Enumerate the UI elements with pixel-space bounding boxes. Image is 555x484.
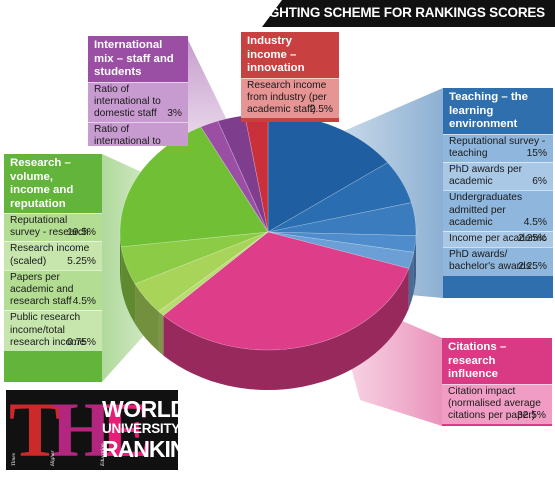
item-value: 2.25% [518,261,547,273]
research-papers-item: Papers per academic and research staff 4… [4,269,102,311]
teaching-reputational-item: Reputational survey - teaching 15% [443,133,553,162]
industry-income-title: Industry income – innovation [247,35,305,74]
item-value: 6% [532,176,547,188]
item-label: Ratio of international to domestic staff [94,83,161,119]
pie-slice-teaching-3 [267,231,417,253]
intl-staff-item: Ratio of international to domestic staff… [88,81,188,123]
item-label: Research income from industry (per acade… [247,79,327,115]
pie-slice-international-10 [200,120,269,233]
teaching-phd-bachelor-item: PhD awards/ bachelor's awards 2.25% [443,247,553,276]
citation-impact-item: Citation impact (normalised average cita… [442,383,552,425]
pie-slices [119,113,417,351]
intl-students-item: Ratio of international to domestic stude… [88,122,188,146]
research-income-item: Research income (scaled) 5.25% [4,241,102,270]
teaching-income-item: Income per academic 2.25% [443,230,553,248]
pie-slice-teaching-4 [267,231,415,269]
item-value: 5.25% [67,255,96,267]
pie-slice-research-8 [120,231,269,285]
teaching-title: Teaching – the learning environment [449,91,528,130]
pie-slice-citations-5 [162,231,410,351]
citations-title: Citations – research influence [448,341,507,380]
item-value: 0.75% [67,336,96,348]
pie-side-research-8 [121,246,136,324]
item-value: 32.5% [517,409,546,421]
logo-word-higher: Higher [50,450,56,466]
pie-slice-teaching-2 [267,202,417,237]
pie-sides [120,232,416,390]
pie-slice-research-6 [158,231,269,316]
logo-word-rankings: RANKINGS [102,436,218,462]
item-label: Ratio of international to domestic stude… [94,124,161,146]
item-value: 4.5% [523,216,547,228]
pie-side-teaching-4 [408,252,414,309]
item-value: 15% [526,147,547,159]
pie-side-teaching-3 [413,235,416,293]
pie-slice-research-7 [134,231,269,312]
teaching-box: Teaching – the learning environment Repu… [443,88,553,298]
page-title: WEIGHTING SCHEME FOR RANKINGS SCORES [243,5,545,20]
item-label: Citation impact (normalised average cita… [448,385,541,421]
pie-side-citations-5 [163,268,409,390]
pie-side-research-9 [120,232,122,287]
international-mix-title: International mix – staff and students [94,39,174,78]
logo-word-times: Times [11,453,17,466]
title-banner [262,0,555,27]
teaching-phd-item: PhD awards per academic 6% [443,161,553,191]
international-mix-box: International mix – staff and students R… [88,36,188,146]
item-label: Reputational survey - teaching [449,135,546,159]
research-title: Research – volume, income and reputation [10,157,74,210]
logo-letter-h: H [51,386,112,473]
research-box: Research – volume, income and reputation… [4,154,102,382]
logo-word-university: UNIVERSITY [102,421,181,436]
pie-side-research-7 [135,283,159,352]
industry-income-box: Industry income – innovation Research in… [241,32,339,122]
item-label: Public research income/total research in… [10,312,86,348]
item-value: 2.5% [309,103,333,115]
item-label: PhD awards/ bachelor's awards [449,249,531,273]
the-world-university-rankings-logo: T H E WORLD UNIVERSITY RANKINGS Times Hi… [6,386,218,473]
logo-letter-t: T [9,386,62,473]
logo-word-world: WORLD [102,396,187,422]
item-label: Papers per academic and research staff [10,271,74,308]
item-label: Reputational survey - research [10,215,89,239]
teaching-undergrad-item: Undergraduates admitted per academic 4.5… [443,190,553,231]
item-label: PhD awards per academic [449,163,523,188]
logo-letter-e: E [101,386,154,473]
research-reputational-item: Reputational survey - research 19.5% [4,213,102,242]
item-value: 3% [167,107,182,119]
item-label: Research income (scaled) [10,243,90,267]
item-value: 2.25% [518,232,547,244]
item-label: Undergraduates admitted per academic [449,192,523,228]
logo-word-education: Education [100,443,106,466]
item-value: 19.5% [67,227,96,239]
item-value: 4.5% [72,296,96,308]
industry-research-income-item: Research income from industry (per acade… [241,77,339,119]
item-label: Income per academic [449,232,547,244]
pie-side-research-6 [158,311,164,356]
research-public-income-item: Public research income/total research in… [4,310,102,352]
citations-box: Citations – research influence Citation … [442,338,552,426]
pie-slice-teaching-1 [267,162,412,233]
